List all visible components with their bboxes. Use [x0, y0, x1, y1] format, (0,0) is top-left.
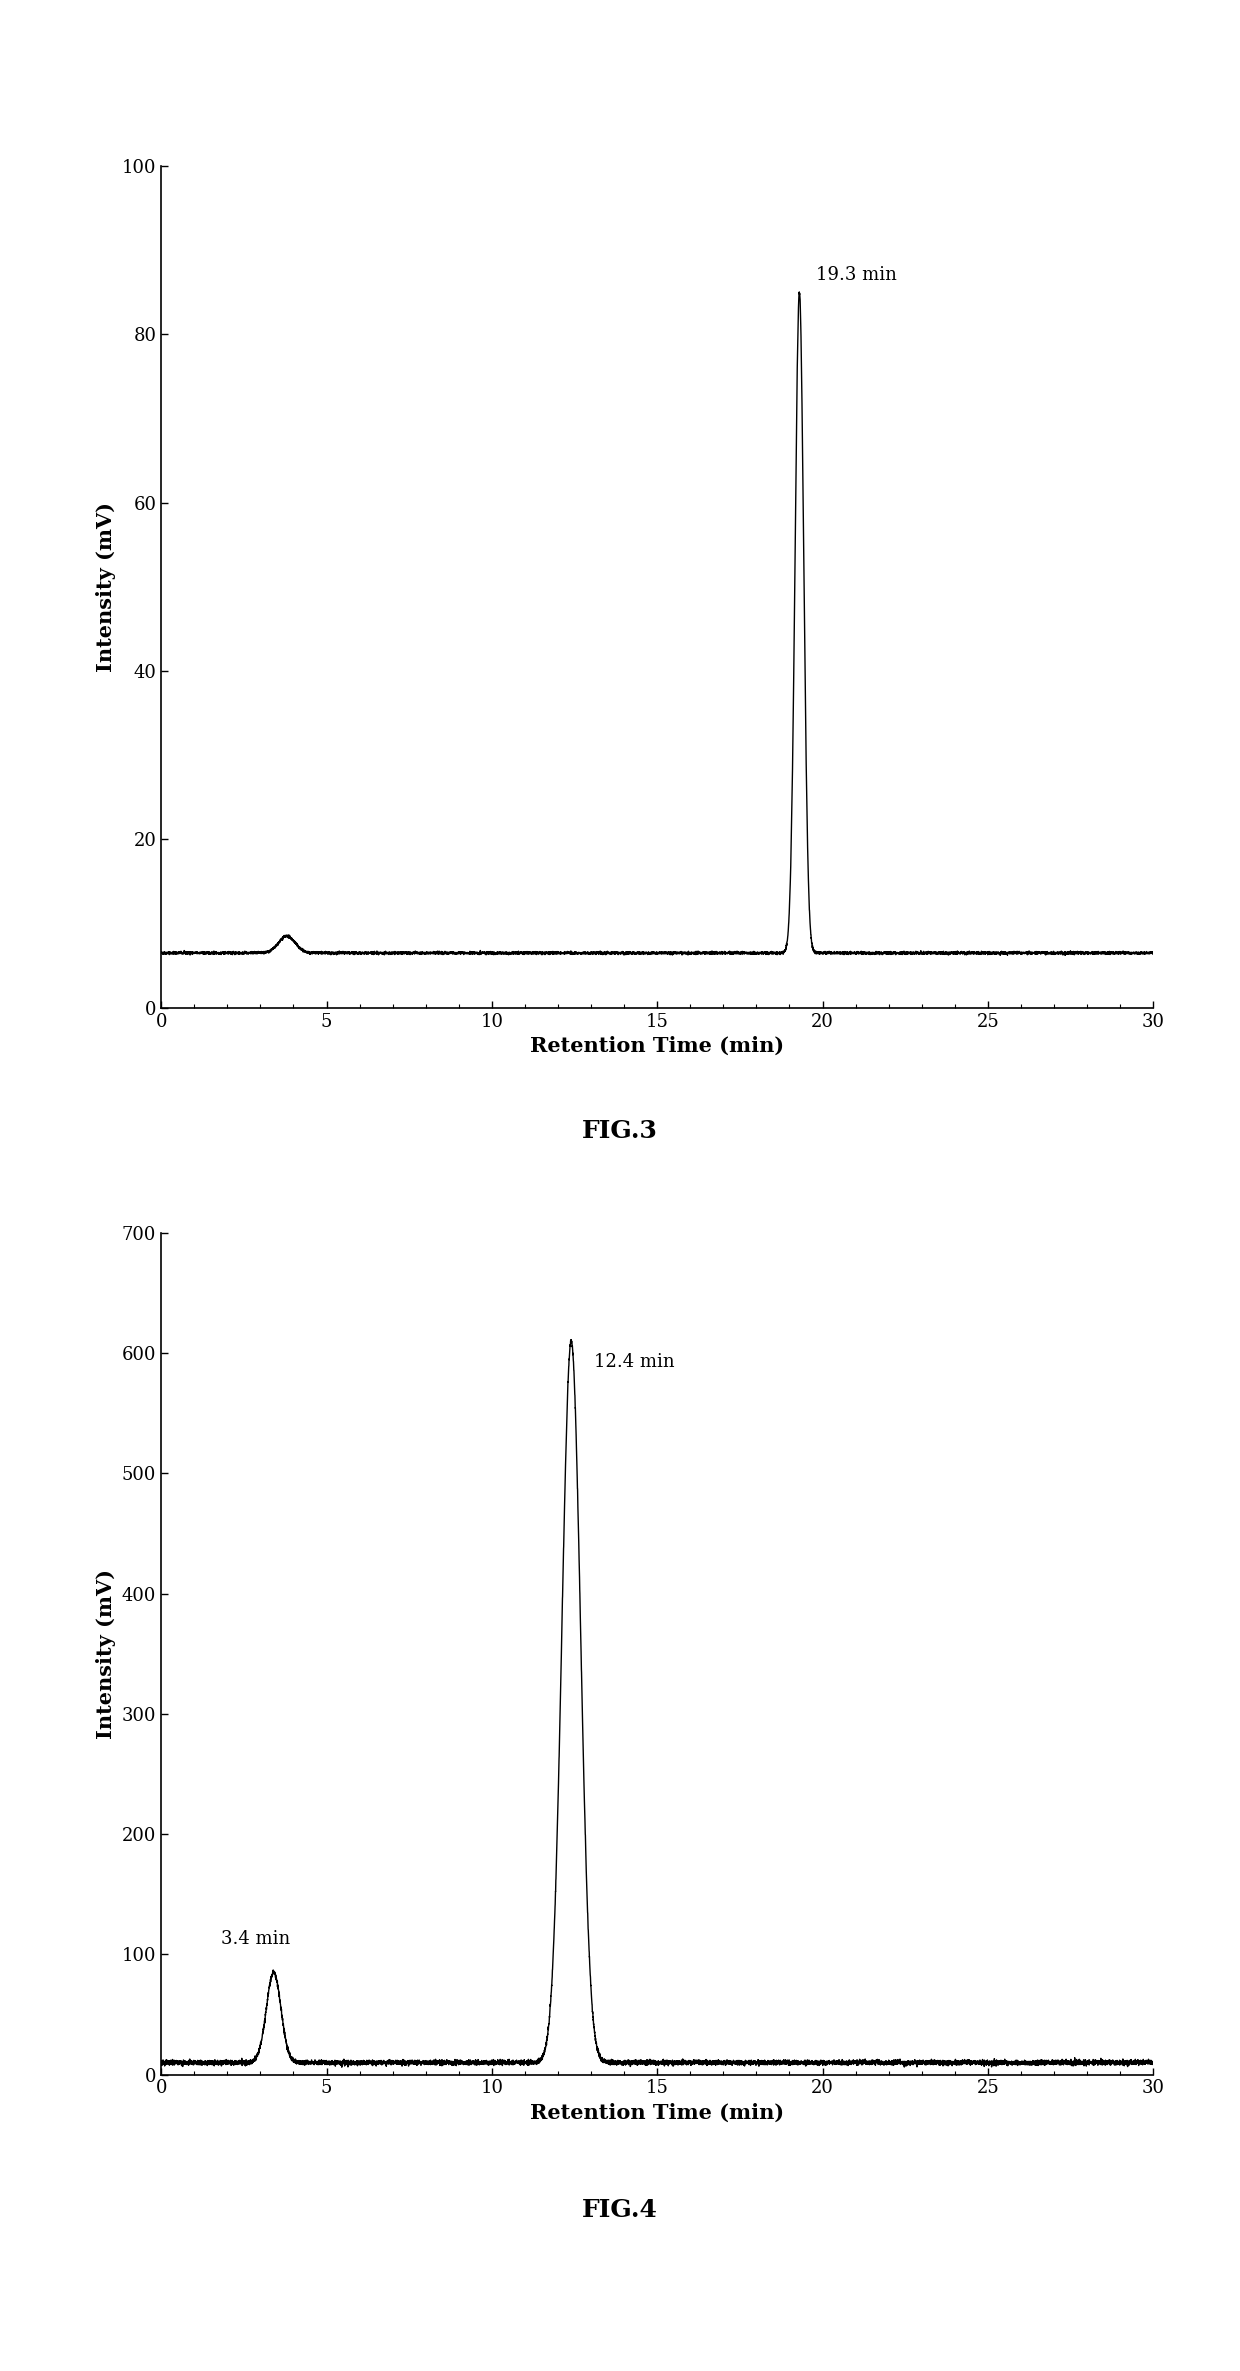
Text: 3.4 min: 3.4 min	[221, 1930, 290, 1949]
X-axis label: Retention Time (min): Retention Time (min)	[531, 1036, 784, 1055]
Y-axis label: Intensity (mV): Intensity (mV)	[97, 1570, 117, 1738]
Text: 19.3 min: 19.3 min	[816, 266, 897, 285]
Text: FIG.4: FIG.4	[582, 2198, 658, 2222]
Y-axis label: Intensity (mV): Intensity (mV)	[97, 503, 117, 671]
X-axis label: Retention Time (min): Retention Time (min)	[531, 2103, 784, 2122]
Text: 12.4 min: 12.4 min	[594, 1354, 675, 1370]
Text: FIG.3: FIG.3	[582, 1119, 658, 1143]
